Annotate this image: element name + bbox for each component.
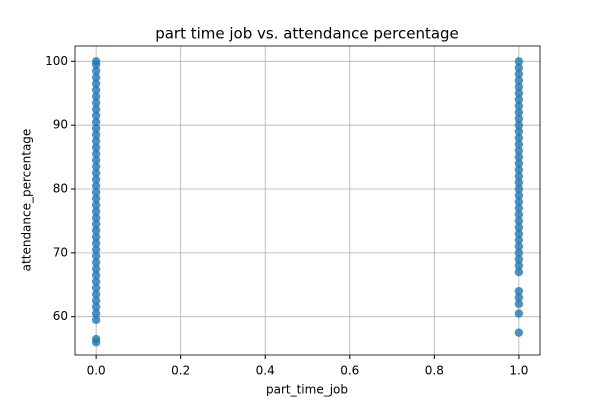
point xyxy=(514,95,524,104)
y-tick-label: 100 xyxy=(45,54,68,68)
point xyxy=(91,73,101,82)
point xyxy=(514,235,524,245)
point xyxy=(514,229,524,238)
point xyxy=(91,149,101,159)
x-tick-label: 0.2 xyxy=(171,364,190,378)
point xyxy=(514,309,524,318)
point xyxy=(514,114,524,123)
point xyxy=(514,108,524,117)
point xyxy=(91,270,101,280)
point xyxy=(91,66,101,76)
point xyxy=(514,101,524,111)
point xyxy=(514,184,524,194)
point xyxy=(514,82,524,92)
point xyxy=(91,258,101,267)
point xyxy=(91,251,101,261)
point xyxy=(91,232,101,242)
point xyxy=(514,191,524,200)
point xyxy=(514,242,524,251)
point xyxy=(91,207,101,216)
point xyxy=(91,245,101,254)
point xyxy=(514,216,524,226)
x-tick-label: 0.8 xyxy=(425,364,444,378)
point xyxy=(514,152,524,162)
chart-title: part time job vs. attendance percentage xyxy=(155,25,459,43)
x-axis-label: part_time_job xyxy=(266,383,348,397)
point xyxy=(514,293,524,302)
point xyxy=(514,328,524,337)
y-tick-label: 60 xyxy=(53,309,68,323)
point xyxy=(91,117,101,127)
point xyxy=(514,57,524,66)
point xyxy=(514,172,524,181)
x-tick-label: 0.6 xyxy=(340,364,359,378)
point xyxy=(514,63,524,72)
plot-frame xyxy=(74,45,541,356)
point xyxy=(514,261,524,270)
point xyxy=(91,98,101,108)
point xyxy=(91,130,101,139)
point xyxy=(91,200,101,210)
point xyxy=(514,223,524,232)
y-axis-label: attendance_percentage xyxy=(20,129,34,272)
point xyxy=(514,89,524,98)
point xyxy=(91,156,101,165)
point xyxy=(91,194,101,203)
y-tick-label: 70 xyxy=(53,245,68,259)
point xyxy=(514,267,524,277)
point xyxy=(91,277,101,286)
x-tick-label: 1.0 xyxy=(509,364,528,378)
point xyxy=(91,92,101,101)
point xyxy=(514,255,524,264)
point xyxy=(514,76,524,85)
x-tick-label: 0.0 xyxy=(87,364,106,378)
point xyxy=(91,111,101,120)
x-tick-label: 0.4 xyxy=(256,364,275,378)
point xyxy=(91,302,101,312)
point xyxy=(514,140,524,149)
y-tick-label: 90 xyxy=(53,118,68,132)
point xyxy=(91,334,101,344)
point xyxy=(514,197,524,206)
point xyxy=(91,213,101,222)
point xyxy=(514,127,524,136)
point xyxy=(91,181,101,191)
point xyxy=(91,168,101,178)
point xyxy=(91,57,101,66)
point xyxy=(91,162,101,171)
point xyxy=(91,85,101,95)
point xyxy=(91,296,101,305)
point xyxy=(514,286,524,296)
point xyxy=(514,210,524,219)
point xyxy=(514,178,524,187)
point xyxy=(91,264,101,274)
point xyxy=(91,283,101,293)
point xyxy=(91,315,101,325)
point xyxy=(514,133,524,143)
point xyxy=(514,248,524,258)
point xyxy=(91,239,101,248)
point xyxy=(514,69,524,79)
point xyxy=(91,309,101,318)
point xyxy=(91,136,101,146)
point xyxy=(91,105,101,114)
point xyxy=(514,165,524,175)
point xyxy=(514,203,524,213)
point xyxy=(91,124,101,133)
point xyxy=(91,226,101,235)
point xyxy=(91,219,101,229)
point xyxy=(91,143,101,152)
point xyxy=(514,120,524,130)
point xyxy=(514,146,524,155)
y-tick-label: 80 xyxy=(53,182,68,196)
point xyxy=(514,299,524,309)
point xyxy=(514,159,524,168)
point xyxy=(91,175,101,184)
point xyxy=(91,79,101,88)
point xyxy=(91,290,101,299)
point xyxy=(91,188,101,197)
